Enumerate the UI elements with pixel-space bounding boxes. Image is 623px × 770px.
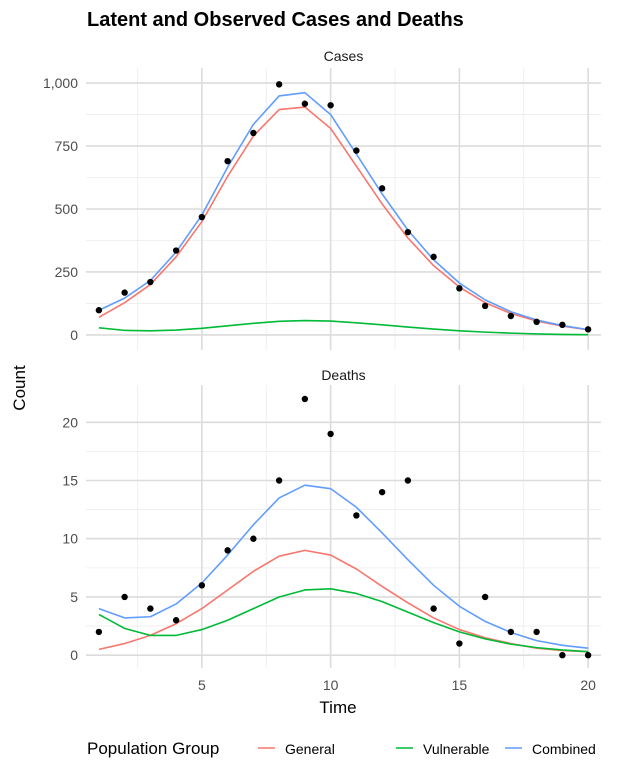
observed-point [172,617,180,624]
series-line-vulnerable [98,319,589,336]
observed-point [172,247,180,254]
panels: Cases 0 250 500 750 1,000 Deaths 0 5 10 15 20 5 10 15 2… [43,48,601,693]
observed-point [147,605,154,612]
y-tick-label: 500 [55,201,79,217]
observed-point [584,651,592,659]
y-tick-label: 0 [70,647,78,663]
observed-point [198,582,206,589]
panel-title: Cases [324,48,364,64]
observed-point [559,651,566,659]
observed-point [404,228,412,236]
observed-point [121,289,128,296]
observed-point [327,430,334,438]
legend-entry-vulnerable: Vulnerable [396,741,490,757]
y-tick-label: 10 [62,531,78,547]
y-tick-label: 0 [70,327,78,343]
y-tick-label: 1,000 [43,75,78,91]
series-line-combined [98,484,589,649]
x-tick-labels: 5 10 15 20 [198,677,596,693]
legend-label: Combined [532,741,596,757]
panel-deaths: Deaths 0 5 10 15 20 [62,367,601,668]
observed-point [250,129,257,137]
observed-point [430,253,437,261]
observed-point [121,593,128,601]
x-axis-label: Time [319,698,356,717]
legend-label: Vulnerable [423,741,490,757]
legend-entry-combined: Combined [505,741,596,757]
observed-point [301,100,309,107]
observed-point [507,312,515,320]
observed-point [198,213,206,221]
chart-title: Latent and Observed Cases and Deaths [87,9,464,31]
observed-point [327,102,334,109]
y-tick-label: 750 [55,138,79,154]
observed-point [507,628,515,636]
observed-point [224,547,231,554]
series-line-general [98,106,589,331]
observed-point [250,535,257,542]
observed-point [95,307,103,314]
observed-point [95,628,103,636]
x-tick-label: 15 [452,677,468,693]
legend: Population Group General Vulnerable Combin… [87,739,596,758]
observed-point [353,147,360,154]
observed-point [147,278,154,286]
observed-point [378,185,386,192]
observed-point [275,81,283,88]
observed-point [353,512,360,519]
observed-point [275,477,283,484]
observed-point [404,477,412,484]
legend-entry-general: General [258,741,335,757]
observed-point [456,285,463,292]
observed-point [430,605,437,612]
y-tick-label: 5 [70,589,78,605]
y-axis-label: Count [10,365,29,411]
observed-point [533,318,540,325]
series-line-vulnerable [98,588,589,653]
observed-point [584,326,592,333]
x-tick-label: 10 [323,677,339,693]
panel-cases: Cases 0 250 500 750 1,000 [43,48,601,350]
series-line-general [98,549,589,653]
y-tick-label: 15 [62,472,78,488]
series-line-combined [98,91,589,331]
observed-point [481,302,489,310]
y-tick-label: 20 [62,414,78,430]
observed-point [301,395,309,403]
x-tick-label: 20 [580,677,596,693]
x-tick-label: 5 [198,677,206,693]
observed-point [378,488,386,496]
observed-point [559,321,566,329]
observed-point [224,157,231,165]
panel-title: Deaths [321,367,365,383]
observed-point [456,640,463,647]
y-tick-label: 250 [55,264,79,280]
observed-point [481,593,489,601]
legend-label: General [285,741,335,757]
observed-point [533,628,540,636]
legend-title: Population Group [87,739,219,758]
